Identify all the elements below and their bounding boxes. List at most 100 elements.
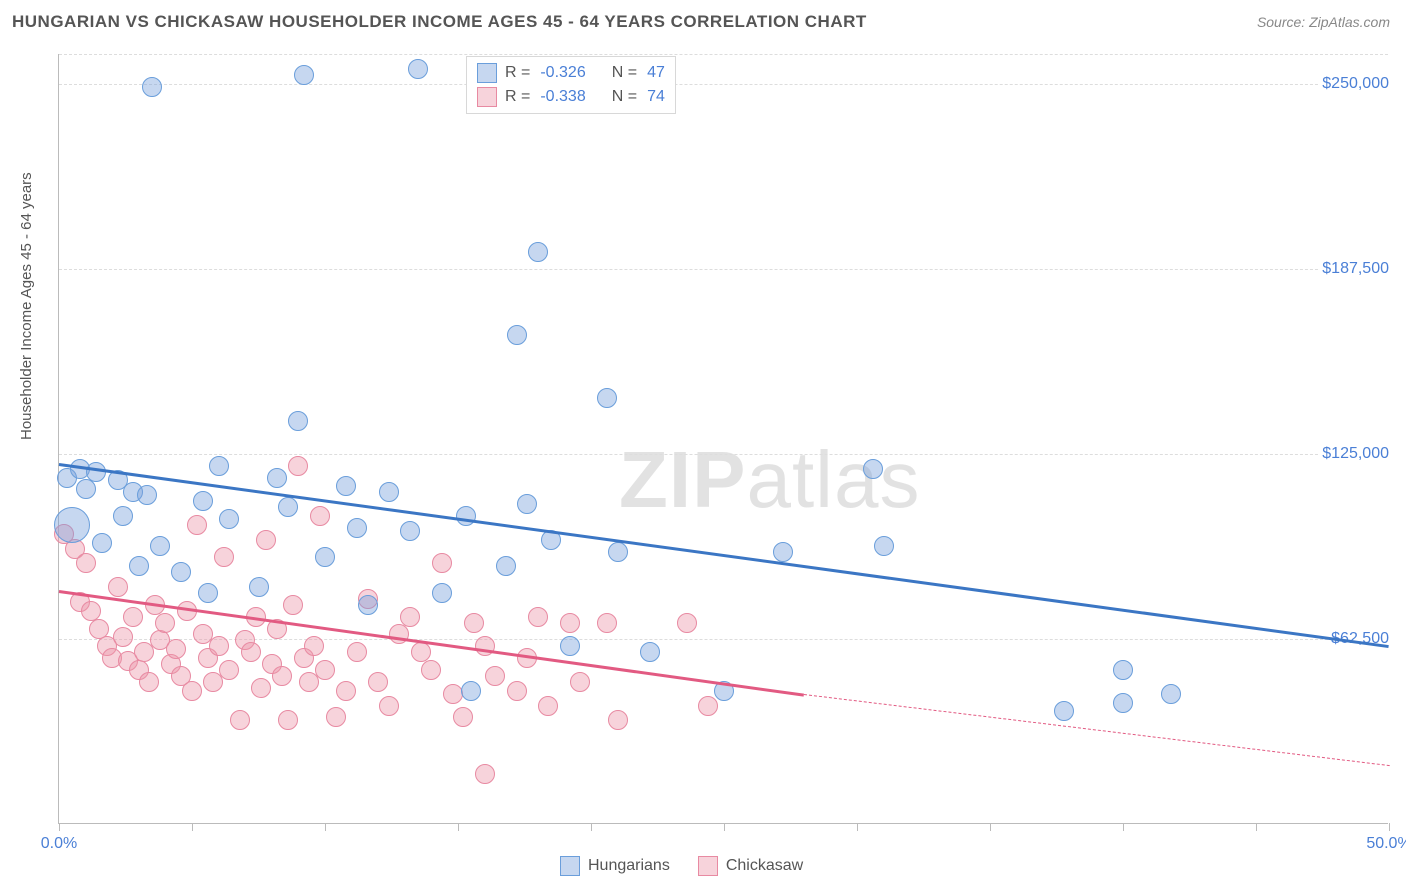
data-point [456,506,476,526]
x-tick [1256,823,1257,831]
data-point [677,613,697,633]
data-point [485,666,505,686]
data-point [230,710,250,730]
data-point [528,607,548,627]
data-point [443,684,463,704]
data-point [251,678,271,698]
data-point [150,536,170,556]
n-value: 47 [647,64,665,82]
data-point [123,607,143,627]
x-tick [458,823,459,831]
x-tick [59,823,60,831]
data-point [336,476,356,496]
data-point [113,506,133,526]
n-value: 74 [647,88,665,106]
x-tick [857,823,858,831]
data-point [166,639,186,659]
data-point [432,553,452,573]
data-point [209,636,229,656]
data-point [347,518,367,538]
x-tick-label: 50.0% [1366,835,1406,853]
legend-stats: R =-0.326N =47R =-0.338N =74 [466,56,676,114]
legend-label: Chickasaw [726,857,803,875]
y-axis-label: Householder Income Ages 45 - 64 years [18,172,35,440]
chart-title: HUNGARIAN VS CHICKASAW HOUSEHOLDER INCOM… [12,12,867,32]
data-point [304,636,324,656]
data-point [560,613,580,633]
data-point [272,666,292,686]
data-point [464,613,484,633]
data-point [517,494,537,514]
data-point [432,583,452,603]
data-point [278,497,298,517]
legend-row: R =-0.338N =74 [477,85,665,109]
legend-swatch [698,856,718,876]
legend-item: Hungarians [560,856,670,876]
data-point [193,491,213,511]
data-point [400,521,420,541]
data-point [874,536,894,556]
data-point [538,696,558,716]
data-point [137,485,157,505]
x-tick-label: 0.0% [41,835,77,853]
data-point [182,681,202,701]
data-point [570,672,590,692]
data-point [421,660,441,680]
data-point [507,681,527,701]
data-point [475,764,495,784]
n-label: N = [612,88,637,106]
legend-swatch [477,87,497,107]
x-tick [990,823,991,831]
data-point [76,479,96,499]
x-tick [1123,823,1124,831]
y-tick-label: $125,000 [1320,445,1391,463]
data-point [411,642,431,662]
data-point [475,636,495,656]
r-value: -0.338 [540,88,585,106]
data-point [379,696,399,716]
source-label: Source: ZipAtlas.com [1257,14,1390,30]
data-point [209,456,229,476]
data-point [288,456,308,476]
data-point [256,530,276,550]
data-point [139,672,159,692]
r-value: -0.326 [540,64,585,82]
data-point [315,660,335,680]
data-point [310,506,330,526]
x-tick [591,823,592,831]
data-point [171,562,191,582]
x-tick [724,823,725,831]
x-tick [1389,823,1390,831]
y-tick-label: $187,500 [1320,260,1391,278]
data-point [198,583,218,603]
data-point [326,707,346,727]
data-point [358,595,378,615]
data-point [155,613,175,633]
data-point [1113,693,1133,713]
gridline [59,84,1388,85]
data-point [219,509,239,529]
data-point [214,547,234,567]
data-point [288,411,308,431]
data-point [507,325,527,345]
gridline [59,639,1388,640]
data-point [283,595,303,615]
x-tick [192,823,193,831]
x-tick [325,823,326,831]
data-point [347,642,367,662]
data-point [863,459,883,479]
data-point [249,577,269,597]
data-point [608,542,628,562]
data-point [773,542,793,562]
watermark: ZIPatlas [619,434,920,526]
data-point [461,681,481,701]
data-point [453,707,473,727]
y-tick-label: $250,000 [1320,75,1391,93]
legend-label: Hungarians [588,857,670,875]
n-label: N = [612,64,637,82]
data-point [608,710,628,730]
gridline [59,269,1388,270]
legend-row: R =-0.326N =47 [477,61,665,85]
data-point [108,577,128,597]
data-point [379,482,399,502]
